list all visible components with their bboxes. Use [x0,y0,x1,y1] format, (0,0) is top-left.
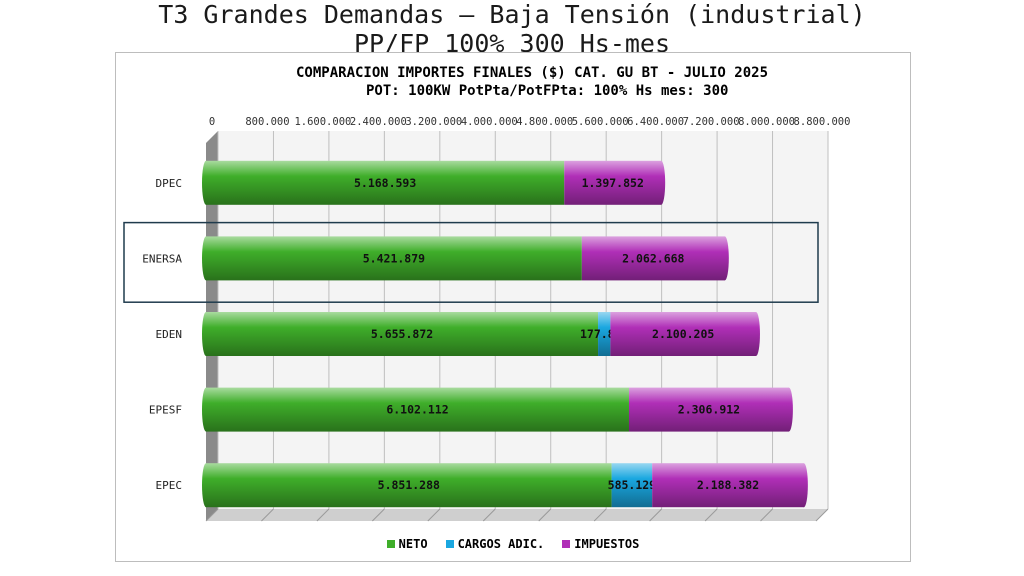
data-label-neto: 5.655.872 [371,327,433,341]
bar-neto [206,312,599,356]
plot-floor [206,509,828,521]
gridline-floor [372,508,385,522]
chart-frame: COMPARACION IMPORTES FINALES ($) CAT. GU… [115,52,911,562]
data-label-neto: 5.168.593 [354,176,416,190]
x-tick-label: 3.200.000 [405,116,462,128]
bar-neto [206,463,612,508]
bar-cap-end [657,160,666,205]
bar-cap-start [202,463,210,508]
gridline-floor [316,508,330,522]
gridline-floor [815,508,829,522]
x-tick-label: 7.200.000 [683,116,740,128]
x-tick-label: 8.000.000 [738,116,795,128]
gridline-floor [205,508,219,522]
data-label-neto: 6.102.112 [386,403,448,417]
slide-title-line1: T3 Grandes Demandas – Baja Tensión (indu… [158,0,866,29]
data-label-cargos: 585.129 [608,478,657,492]
bar-cap-end [751,312,760,356]
gridline-floor [704,508,718,522]
data-label-neto: 5.851.288 [378,478,440,492]
x-tick-label: 0 [209,116,215,128]
x-tick-label: 8.800.000 [794,116,851,128]
data-label-impuestos: 2.306.912 [678,403,740,417]
data-label-neto: 5.421.879 [363,251,425,265]
bar-cap-end [720,236,729,281]
bar-cap-end [799,463,808,508]
x-tick-label: 2.400.000 [350,116,407,128]
x-tick-label: 4.000.000 [461,116,518,128]
bar-chart: 0 800.000 1.600.0002.400.0003.200.0004.000… [123,116,851,522]
data-label-impuestos: 2.062.668 [622,251,684,265]
bar-neto [206,160,565,205]
legend-label-impuestos: IMPUESTOS [574,537,640,551]
category-label: EDEN [156,328,183,341]
legend-swatch-impuestos [562,540,571,548]
gridline-floor [427,508,441,522]
gridline-floor [649,508,662,522]
data-label-impuestos: 1.397.852 [582,176,644,190]
x-tick-label: 800.000 [245,116,289,128]
bar-cargos [611,463,653,508]
x-tick-label: 6.400.000 [627,116,684,128]
category-label: EPESF [149,404,182,417]
category-label: ENERSA [142,252,182,265]
x-tick-label: 5.600.000 [572,116,629,128]
legend-item-impuestos: IMPUESTOS [562,537,639,551]
bar-neto [206,387,629,432]
bar-cargos [598,312,611,356]
gridline-floor [261,508,274,522]
legend-item-cargos: CARGOS ADIC. [445,537,545,551]
bar-cap-start [202,160,210,205]
data-label-impuestos: 2.188.382 [697,478,759,492]
legend-swatch-cargos [445,540,454,548]
chart-title: COMPARACION IMPORTES FINALES ($) CAT. GU… [296,65,769,81]
gridline-floor [482,508,496,522]
legend-swatch-neto [386,540,395,548]
bar-cap-start [202,312,210,356]
bar-impuestos [581,236,725,281]
gridline-floor [538,508,552,522]
bar-impuestos [610,312,756,356]
legend-label-cargos: CARGOS ADIC. [457,537,545,551]
gridline-floor [593,508,607,522]
bar-impuestos [564,160,662,205]
bar-cap-end [784,387,793,432]
bar-neto [206,236,582,281]
legend: NETO CARGOS ADIC. IMPUESTOS [116,537,910,551]
gridline-floor [760,508,773,522]
chart-subtitle: POT: 100KW PotPta/PotFPta: 100% Hs mes: … [366,83,729,99]
category-label: DPEC [156,177,183,190]
bar-cap-start [202,387,210,432]
x-tick-label: 1.600.000 [294,116,351,128]
bar-cap-start [202,236,210,281]
legend-item-neto: NETO [386,537,428,551]
bar-impuestos [652,463,804,508]
highlight-box [123,221,819,303]
legend-label-neto: NETO [398,537,428,551]
data-label-impuestos: 2.100.205 [652,327,714,341]
bar-impuestos [628,387,789,432]
x-tick-label: 4.800.000 [516,116,573,128]
category-label: EPEC [156,479,183,492]
